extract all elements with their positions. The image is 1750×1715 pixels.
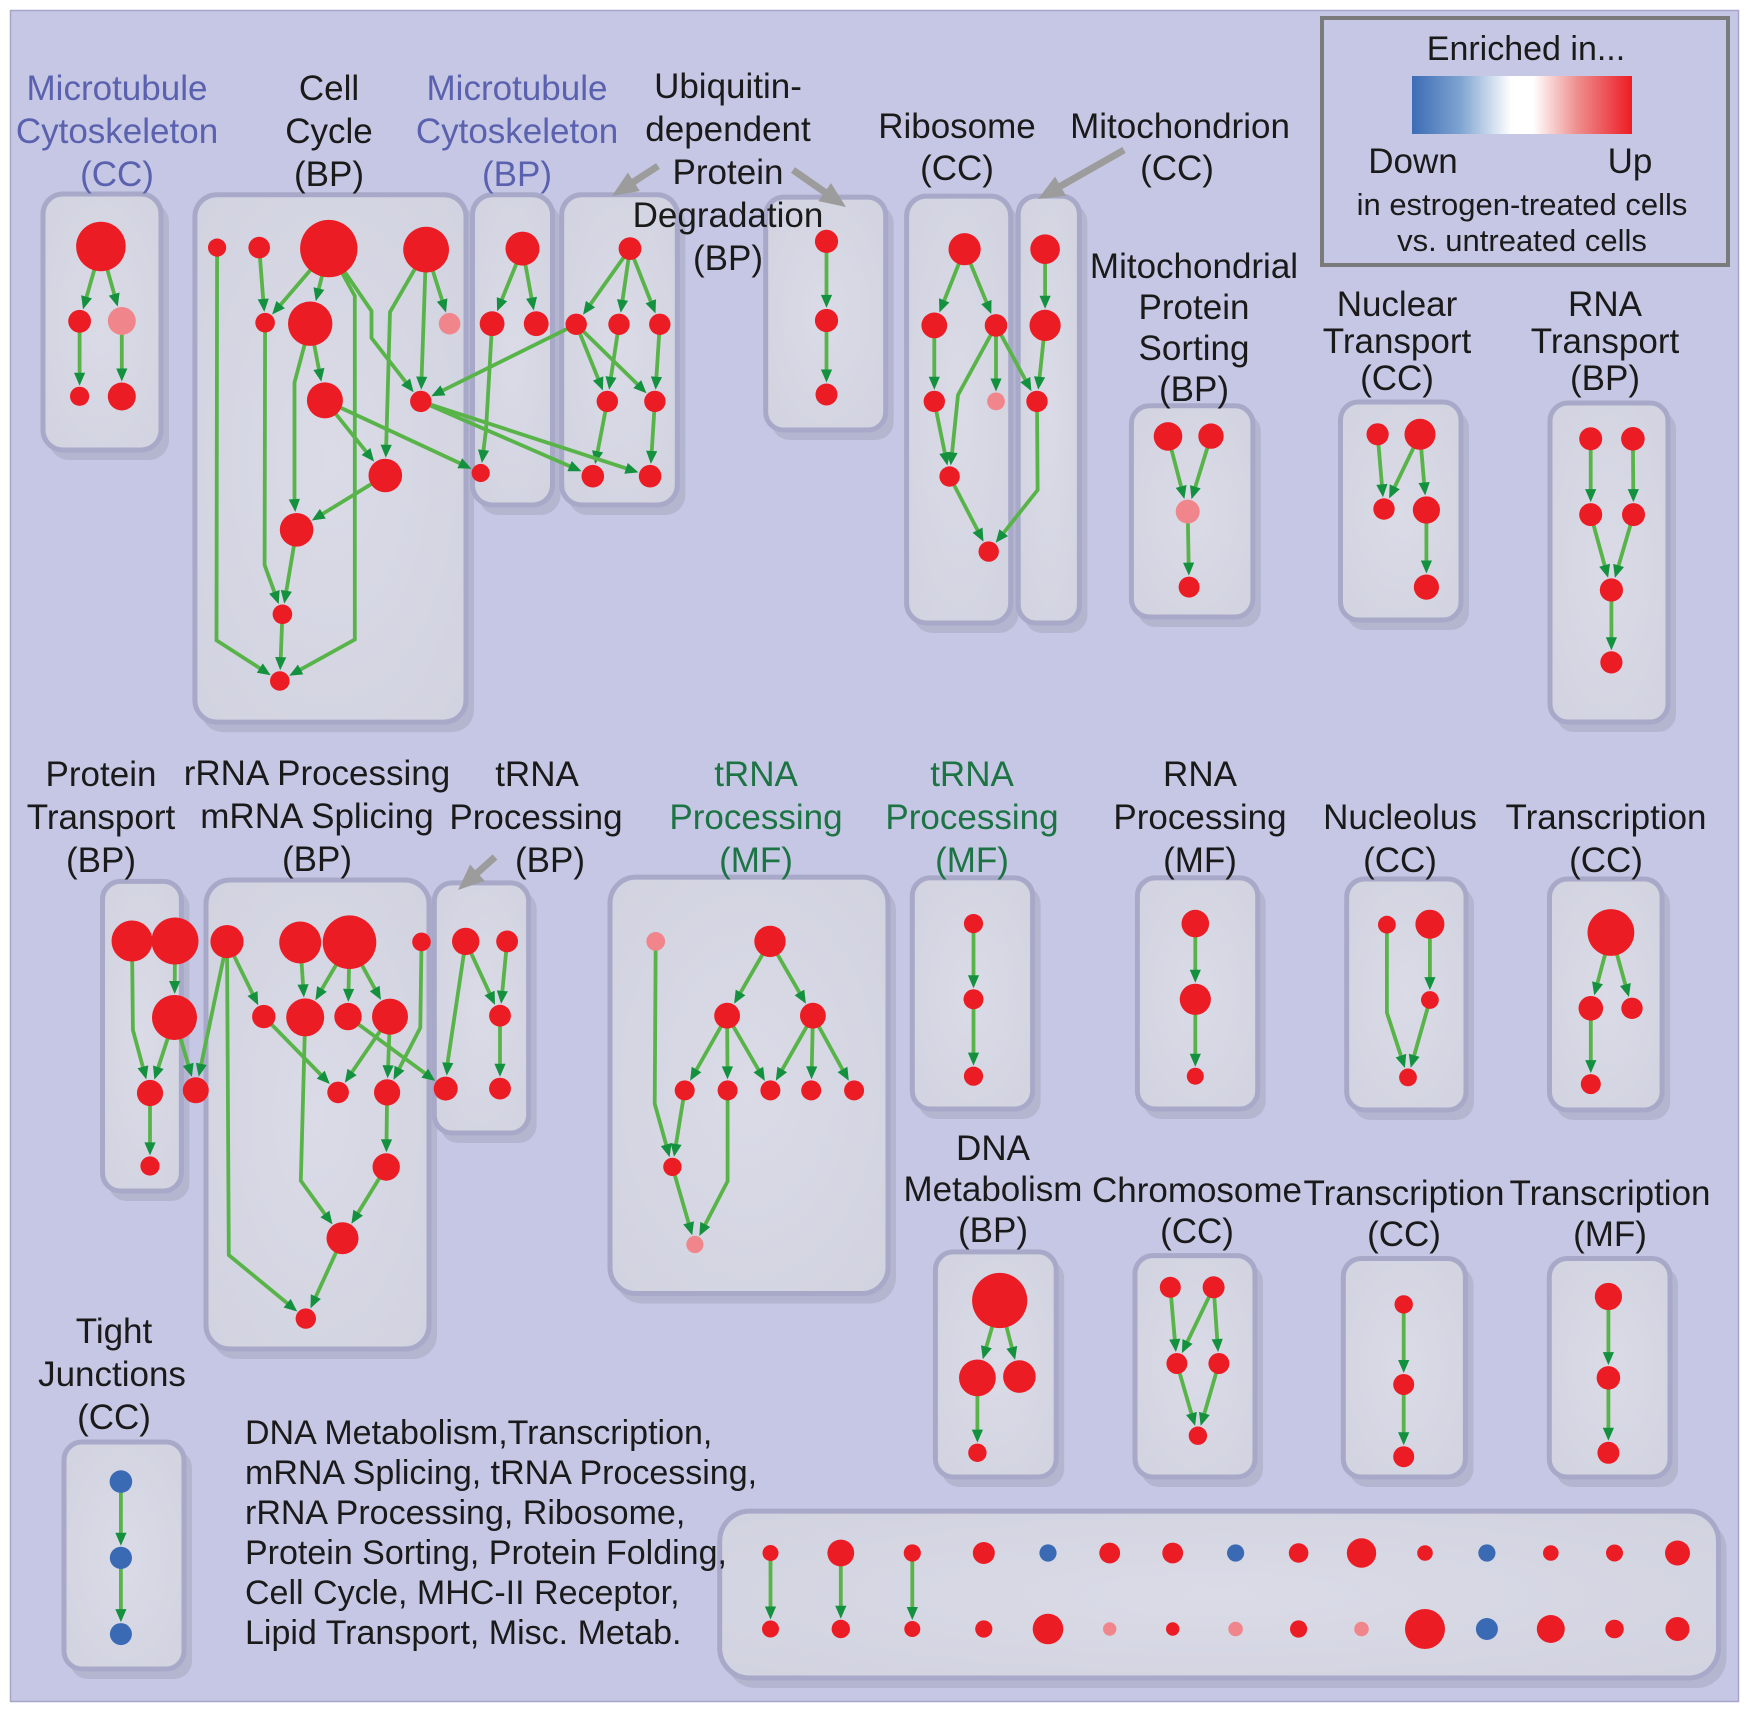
svg-text:(BP): (BP) bbox=[1159, 370, 1229, 409]
svg-text:rRNA Processing, Ribosome,: rRNA Processing, Ribosome, bbox=[245, 1494, 685, 1532]
svg-text:Cytoskeleton: Cytoskeleton bbox=[16, 112, 218, 151]
svg-text:Cell: Cell bbox=[299, 69, 359, 108]
svg-text:(CC): (CC) bbox=[1363, 841, 1437, 880]
svg-text:(CC): (CC) bbox=[1367, 1215, 1441, 1254]
svg-text:(BP): (BP) bbox=[1570, 359, 1640, 398]
svg-text:vs. untreated cells: vs. untreated cells bbox=[1397, 223, 1647, 258]
svg-text:Cytoskeleton: Cytoskeleton bbox=[416, 112, 618, 151]
svg-text:(BP): (BP) bbox=[482, 155, 552, 194]
svg-text:Degradation: Degradation bbox=[633, 196, 824, 235]
svg-text:Transcription: Transcription bbox=[1304, 1174, 1505, 1213]
svg-text:Microtubule: Microtubule bbox=[27, 69, 208, 108]
svg-text:Protein: Protein bbox=[46, 755, 157, 794]
svg-text:Mitochondrion: Mitochondrion bbox=[1070, 107, 1290, 146]
svg-text:(MF): (MF) bbox=[719, 841, 793, 880]
svg-text:Metabolism: Metabolism bbox=[904, 1170, 1083, 1209]
svg-text:Ribosome: Ribosome bbox=[878, 107, 1036, 146]
svg-text:Mitochondrial: Mitochondrial bbox=[1090, 247, 1298, 286]
svg-text:Junctions: Junctions bbox=[38, 1355, 186, 1394]
svg-text:Nucleolus: Nucleolus bbox=[1323, 798, 1477, 837]
svg-text:(BP): (BP) bbox=[282, 840, 352, 879]
svg-text:Down: Down bbox=[1368, 142, 1457, 181]
svg-text:Processing: Processing bbox=[885, 798, 1058, 837]
svg-text:Cell Cycle, MHC-II Receptor,: Cell Cycle, MHC-II Receptor, bbox=[245, 1574, 680, 1612]
svg-text:rRNA Processing: rRNA Processing bbox=[184, 754, 450, 793]
svg-text:in estrogen-treated cells: in estrogen-treated cells bbox=[1357, 187, 1688, 222]
svg-text:Protein: Protein bbox=[1139, 288, 1250, 327]
svg-text:(MF): (MF) bbox=[1163, 841, 1237, 880]
svg-text:mRNA Splicing: mRNA Splicing bbox=[200, 797, 433, 836]
svg-text:mRNA Splicing, tRNA Processing: mRNA Splicing, tRNA Processing, bbox=[245, 1454, 757, 1492]
svg-text:Transcription: Transcription bbox=[1506, 798, 1707, 837]
svg-text:DNA: DNA bbox=[956, 1129, 1031, 1168]
svg-text:dependent: dependent bbox=[645, 110, 811, 149]
svg-text:Up: Up bbox=[1608, 142, 1653, 181]
svg-text:(CC): (CC) bbox=[77, 1398, 151, 1437]
svg-text:(BP): (BP) bbox=[693, 239, 763, 278]
svg-text:Processing: Processing bbox=[1113, 798, 1286, 837]
svg-text:Chromosome: Chromosome bbox=[1092, 1171, 1302, 1210]
svg-text:RNA: RNA bbox=[1163, 755, 1238, 794]
svg-text:(BP): (BP) bbox=[958, 1211, 1028, 1250]
svg-text:(BP): (BP) bbox=[294, 155, 364, 194]
svg-text:tRNA: tRNA bbox=[714, 755, 798, 794]
svg-text:Transcription: Transcription bbox=[1510, 1174, 1711, 1213]
svg-text:Protein: Protein bbox=[673, 153, 784, 192]
svg-text:Microtubule: Microtubule bbox=[427, 69, 608, 108]
svg-text:Processing: Processing bbox=[449, 798, 622, 837]
svg-text:Protein Sorting, Protein Foldi: Protein Sorting, Protein Folding, bbox=[245, 1534, 727, 1572]
svg-text:RNA: RNA bbox=[1568, 285, 1643, 324]
svg-text:Sorting: Sorting bbox=[1139, 329, 1250, 368]
svg-text:Enriched in...: Enriched in... bbox=[1427, 30, 1625, 68]
svg-text:(CC): (CC) bbox=[1140, 149, 1214, 188]
svg-text:Transport: Transport bbox=[1323, 322, 1472, 361]
svg-text:Tight: Tight bbox=[76, 1312, 153, 1351]
svg-text:(CC): (CC) bbox=[1160, 1212, 1234, 1251]
svg-text:(CC): (CC) bbox=[1360, 359, 1434, 398]
svg-text:(MF): (MF) bbox=[1573, 1215, 1647, 1254]
svg-text:(MF): (MF) bbox=[935, 841, 1009, 880]
svg-text:Processing: Processing bbox=[669, 798, 842, 837]
svg-text:Nuclear: Nuclear bbox=[1337, 285, 1458, 324]
svg-text:tRNA: tRNA bbox=[930, 755, 1014, 794]
svg-text:(CC): (CC) bbox=[80, 155, 154, 194]
svg-text:(BP): (BP) bbox=[515, 841, 585, 880]
svg-text:(CC): (CC) bbox=[920, 149, 994, 188]
svg-text:(CC): (CC) bbox=[1569, 841, 1643, 880]
svg-text:Ubiquitin-: Ubiquitin- bbox=[654, 67, 802, 106]
svg-text:Cycle: Cycle bbox=[285, 112, 373, 151]
svg-text:(BP): (BP) bbox=[66, 841, 136, 880]
svg-text:tRNA: tRNA bbox=[495, 755, 579, 794]
svg-text:Transport: Transport bbox=[1531, 322, 1680, 361]
svg-text:Transport: Transport bbox=[27, 798, 176, 837]
svg-text:DNA Metabolism,Transcription,: DNA Metabolism,Transcription, bbox=[245, 1414, 712, 1452]
svg-text:Lipid Transport, Misc. Metab.: Lipid Transport, Misc. Metab. bbox=[245, 1614, 682, 1652]
